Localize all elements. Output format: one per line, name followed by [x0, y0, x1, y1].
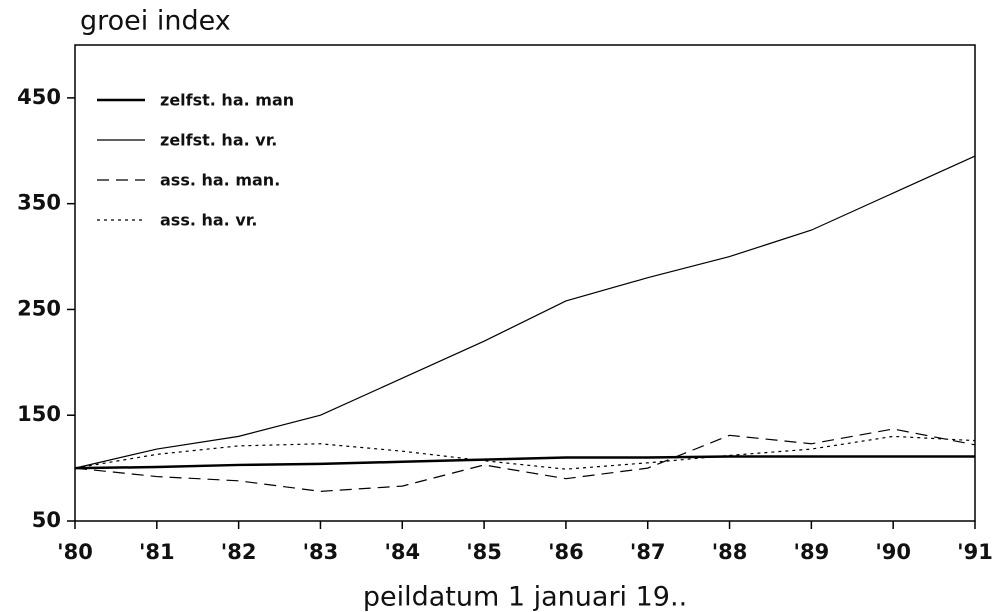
y-tick-label: 250: [17, 296, 61, 320]
x-tick-label: '89: [794, 540, 830, 564]
x-axis-label: peildatum 1 januari 19..: [363, 582, 687, 612]
x-tick-label: '87: [630, 540, 666, 564]
legend-label: zelfst. ha. vr.: [160, 131, 277, 150]
legend-label: ass. ha. vr.: [160, 211, 257, 230]
x-tick-label: '86: [548, 540, 584, 564]
chart-title: groei index: [80, 6, 231, 37]
x-tick-label: '90: [875, 540, 911, 564]
y-tick-label: 350: [17, 191, 61, 215]
legend-label: zelfst. ha. man: [160, 91, 294, 110]
series-line: [74, 428, 976, 492]
x-tick-label: '88: [712, 540, 748, 564]
plot-frame: [74, 44, 976, 522]
y-tick-label: 450: [17, 85, 61, 109]
x-tick-label: '85: [466, 540, 502, 564]
x-tick-label: '83: [303, 540, 339, 564]
x-tick-label: '81: [139, 540, 175, 564]
x-tick-label: '84: [384, 540, 420, 564]
y-tick-label: 50: [32, 508, 61, 532]
series-line: [74, 155, 976, 469]
x-tick-label: '91: [957, 540, 993, 564]
y-tick-label: 150: [17, 402, 61, 426]
x-tick-label: '82: [221, 540, 257, 564]
series-line: [74, 455, 975, 470]
x-tick-label: '80: [57, 540, 93, 564]
legend-label: ass. ha. man.: [160, 171, 280, 190]
